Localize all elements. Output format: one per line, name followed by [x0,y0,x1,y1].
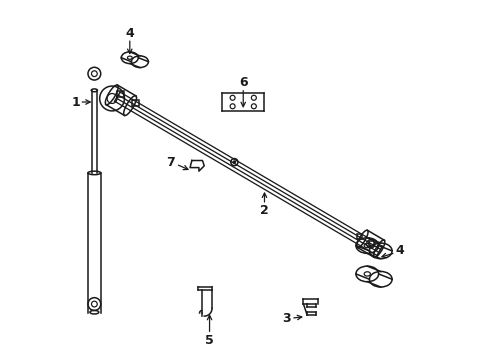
Circle shape [233,161,235,163]
Text: 6: 6 [239,76,247,89]
Text: 3: 3 [283,312,291,325]
Text: 4: 4 [396,244,405,257]
Text: 2: 2 [260,204,269,217]
Text: 4: 4 [125,27,134,40]
Text: 1: 1 [71,95,80,108]
Text: 5: 5 [205,334,214,347]
Text: 7: 7 [166,156,175,169]
